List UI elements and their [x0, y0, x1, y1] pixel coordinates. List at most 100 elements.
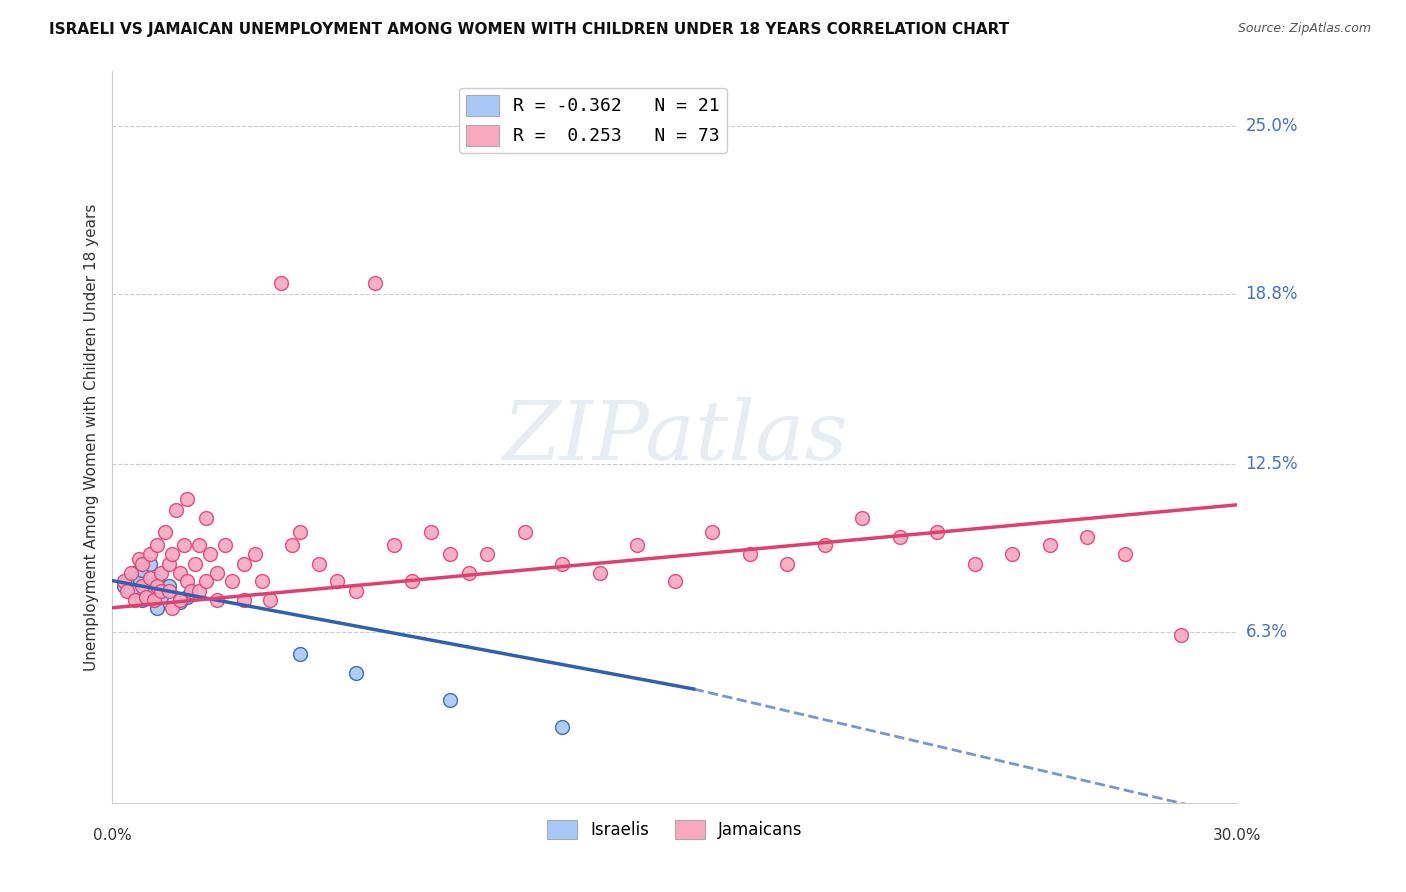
Point — [176, 590, 198, 604]
Point — [169, 595, 191, 609]
Point — [252, 574, 274, 588]
Point — [162, 547, 184, 561]
Point — [243, 547, 266, 561]
Point — [139, 590, 162, 604]
Point — [851, 511, 873, 525]
Point — [401, 574, 423, 588]
Point — [195, 511, 218, 525]
Point — [165, 503, 187, 517]
Point — [626, 538, 648, 552]
Point — [184, 558, 207, 572]
Point — [439, 547, 461, 561]
Point — [344, 665, 367, 680]
Point — [169, 566, 191, 580]
Text: 6.3%: 6.3% — [1246, 624, 1288, 641]
Point — [124, 566, 146, 580]
Point — [131, 579, 153, 593]
Point — [187, 538, 209, 552]
Point — [146, 574, 169, 588]
Text: ZIPatlas: ZIPatlas — [502, 397, 848, 477]
Point — [142, 584, 165, 599]
Point — [364, 276, 387, 290]
Point — [1170, 628, 1192, 642]
Point — [814, 538, 837, 552]
Point — [513, 524, 536, 539]
Point — [162, 600, 184, 615]
Point — [146, 579, 169, 593]
Point — [927, 524, 949, 539]
Point — [176, 492, 198, 507]
Point — [146, 538, 169, 552]
Point — [288, 524, 311, 539]
Point — [344, 584, 367, 599]
Text: Source: ZipAtlas.com: Source: ZipAtlas.com — [1237, 22, 1371, 36]
Point — [176, 574, 198, 588]
Point — [589, 566, 612, 580]
Text: 12.5%: 12.5% — [1246, 455, 1298, 473]
Text: 30.0%: 30.0% — [1213, 828, 1261, 843]
Point — [776, 558, 799, 572]
Point — [207, 592, 229, 607]
Text: 25.0%: 25.0% — [1246, 117, 1298, 135]
Point — [1114, 547, 1136, 561]
Point — [270, 276, 292, 290]
Point — [128, 571, 150, 585]
Point — [702, 524, 724, 539]
Point — [308, 558, 330, 572]
Point — [477, 547, 499, 561]
Point — [1001, 547, 1024, 561]
Point — [221, 574, 243, 588]
Point — [131, 592, 153, 607]
Point — [738, 547, 761, 561]
Point — [120, 584, 142, 599]
Point — [120, 566, 142, 580]
Legend: Israelis, Jamaicans: Israelis, Jamaicans — [541, 814, 808, 846]
Point — [173, 538, 195, 552]
Point — [232, 558, 254, 572]
Point — [457, 566, 479, 580]
Point — [420, 524, 443, 539]
Point — [232, 592, 254, 607]
Point — [117, 584, 139, 599]
Y-axis label: Unemployment Among Women with Children Under 18 years: Unemployment Among Women with Children U… — [83, 203, 98, 671]
Point — [195, 574, 218, 588]
Point — [142, 592, 165, 607]
Point — [139, 571, 162, 585]
Point — [150, 590, 173, 604]
Point — [551, 558, 574, 572]
Point — [382, 538, 405, 552]
Point — [281, 538, 304, 552]
Point — [198, 547, 221, 561]
Point — [150, 584, 173, 599]
Point — [157, 584, 180, 599]
Point — [117, 574, 139, 588]
Point — [131, 563, 153, 577]
Point — [135, 579, 157, 593]
Point — [112, 579, 135, 593]
Point — [439, 693, 461, 707]
Point — [963, 558, 986, 572]
Point — [157, 579, 180, 593]
Point — [139, 547, 162, 561]
Point — [326, 574, 349, 588]
Point — [135, 590, 157, 604]
Point — [128, 552, 150, 566]
Text: 0.0%: 0.0% — [93, 828, 132, 843]
Point — [150, 566, 173, 580]
Point — [288, 647, 311, 661]
Point — [214, 538, 236, 552]
Point — [169, 592, 191, 607]
Text: ISRAELI VS JAMAICAN UNEMPLOYMENT AMONG WOMEN WITH CHILDREN UNDER 18 YEARS CORREL: ISRAELI VS JAMAICAN UNEMPLOYMENT AMONG W… — [49, 22, 1010, 37]
Point — [1076, 530, 1098, 544]
Point — [207, 566, 229, 580]
Point — [551, 720, 574, 734]
Point — [146, 600, 169, 615]
Point — [139, 558, 162, 572]
Text: 18.8%: 18.8% — [1246, 285, 1298, 302]
Point — [180, 584, 202, 599]
Point — [112, 574, 135, 588]
Point — [131, 558, 153, 572]
Point — [124, 592, 146, 607]
Point — [664, 574, 686, 588]
Point — [187, 584, 209, 599]
